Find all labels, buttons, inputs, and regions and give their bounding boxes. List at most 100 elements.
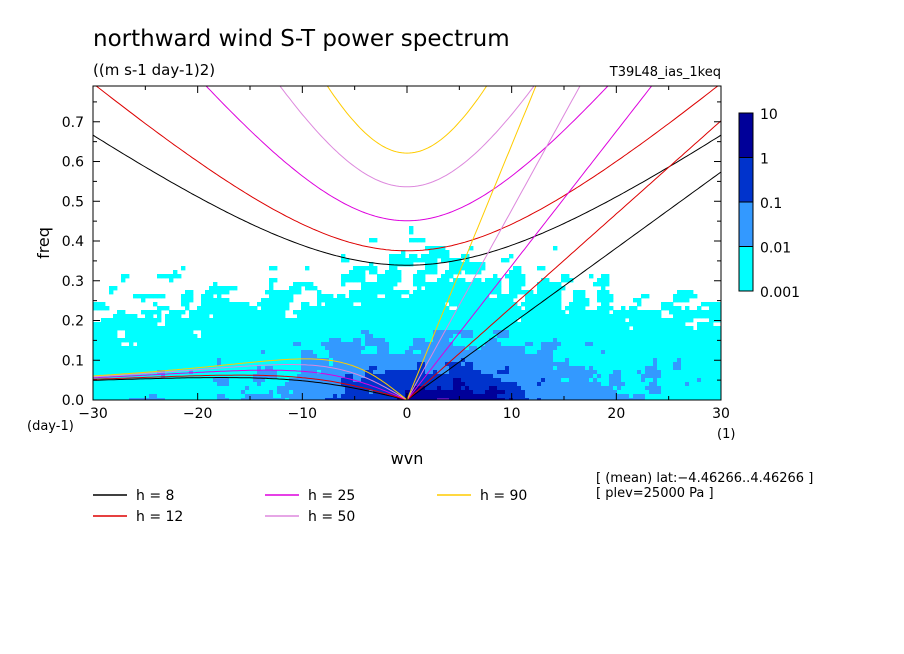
contour-cell <box>253 306 258 311</box>
contour-cell <box>309 346 314 351</box>
contour-cell <box>165 314 170 319</box>
contour-cell <box>481 398 486 400</box>
contour-cell <box>637 314 642 319</box>
contour-cell <box>253 350 258 355</box>
contour-cell <box>601 382 606 387</box>
contour-cell <box>485 338 490 343</box>
contour-cell <box>629 354 634 359</box>
contour-cell <box>481 286 486 291</box>
contour-cell <box>501 378 506 383</box>
contour-cell <box>429 286 434 291</box>
contour-cell <box>621 322 626 327</box>
contour-cell <box>541 310 546 315</box>
contour-cell <box>445 278 450 283</box>
contour-cell <box>153 398 158 400</box>
contour-cell <box>605 366 610 371</box>
contour-cell <box>245 338 250 343</box>
contour-cell <box>201 338 206 343</box>
contour-cell <box>293 390 298 395</box>
contour-cell <box>209 298 214 303</box>
contour-cell <box>593 358 598 363</box>
contour-cell <box>685 358 690 363</box>
contour-cell <box>237 378 242 383</box>
contour-cell <box>657 382 662 387</box>
contour-cell <box>397 290 402 295</box>
contour-cell <box>101 362 106 367</box>
contour-cell <box>621 358 626 363</box>
contour-cell <box>673 306 678 311</box>
contour-cell <box>649 342 654 347</box>
contour-cell <box>441 394 446 399</box>
contour-cell <box>293 374 298 379</box>
contour-cell <box>341 342 346 347</box>
contour-cell <box>717 370 721 375</box>
contour-cell <box>469 398 474 400</box>
contour-cell <box>521 350 526 355</box>
contour-cell <box>413 334 418 339</box>
contour-cell <box>565 394 570 399</box>
contour-cell <box>289 338 294 343</box>
contour-cell <box>349 342 354 347</box>
contour-cell <box>633 322 638 327</box>
contour-cell <box>349 362 354 367</box>
contour-cell <box>397 382 402 387</box>
contour-cell <box>269 302 274 307</box>
contour-cell <box>421 314 426 319</box>
contour-cell <box>609 334 614 339</box>
contour-cell <box>241 302 246 307</box>
contour-cell <box>705 326 710 331</box>
contour-cell <box>165 334 170 339</box>
rossby-curve <box>93 374 408 400</box>
contour-cell <box>137 322 142 327</box>
contour-cell <box>549 282 554 287</box>
contour-cell <box>577 354 582 359</box>
contour-cell <box>637 298 642 303</box>
contour-cell <box>389 366 394 371</box>
contour-cell <box>485 350 490 355</box>
contour-cell <box>585 346 590 351</box>
contour-cell <box>353 274 358 279</box>
contour-cell <box>393 378 398 383</box>
contour-cell <box>313 310 318 315</box>
contour-cell <box>217 354 222 359</box>
contour-cell <box>469 354 474 359</box>
contour-cell <box>153 378 158 383</box>
contour-cell <box>425 266 430 271</box>
contour-cell <box>189 326 194 331</box>
contour-cell <box>285 338 290 343</box>
contour-cell <box>353 306 358 311</box>
contour-cell <box>317 326 322 331</box>
x-axis-label: wvn <box>391 449 424 468</box>
contour-cell <box>497 394 502 399</box>
contour-cell <box>601 310 606 315</box>
contour-cell <box>377 314 382 319</box>
contour-cell <box>577 290 582 295</box>
contour-cell <box>573 346 578 351</box>
contour-cell <box>269 382 274 387</box>
contour-cell <box>425 382 430 387</box>
contour-cell <box>429 270 434 275</box>
contour-cell <box>609 390 614 395</box>
contour-cell <box>189 342 194 347</box>
contour-cell <box>181 382 186 387</box>
contour-cell <box>525 362 530 367</box>
contour-cell <box>325 362 330 367</box>
contour-cell <box>525 342 530 347</box>
contour-cell <box>369 394 374 399</box>
contour-cell <box>413 386 418 391</box>
contour-cell <box>273 342 278 347</box>
contour-cell <box>589 394 594 399</box>
contour-cell <box>613 358 618 363</box>
contour-cell <box>689 386 694 391</box>
contour-cell <box>285 318 290 323</box>
contour-cell <box>193 342 198 347</box>
contour-cell <box>561 338 566 343</box>
contour-cell <box>705 386 710 391</box>
contour-cell <box>413 306 418 311</box>
contour-cell <box>501 334 506 339</box>
contour-cell <box>257 358 262 363</box>
contour-cell <box>217 346 222 351</box>
contour-cell <box>361 310 366 315</box>
contour-cell <box>133 338 138 343</box>
contour-cell <box>365 290 370 295</box>
